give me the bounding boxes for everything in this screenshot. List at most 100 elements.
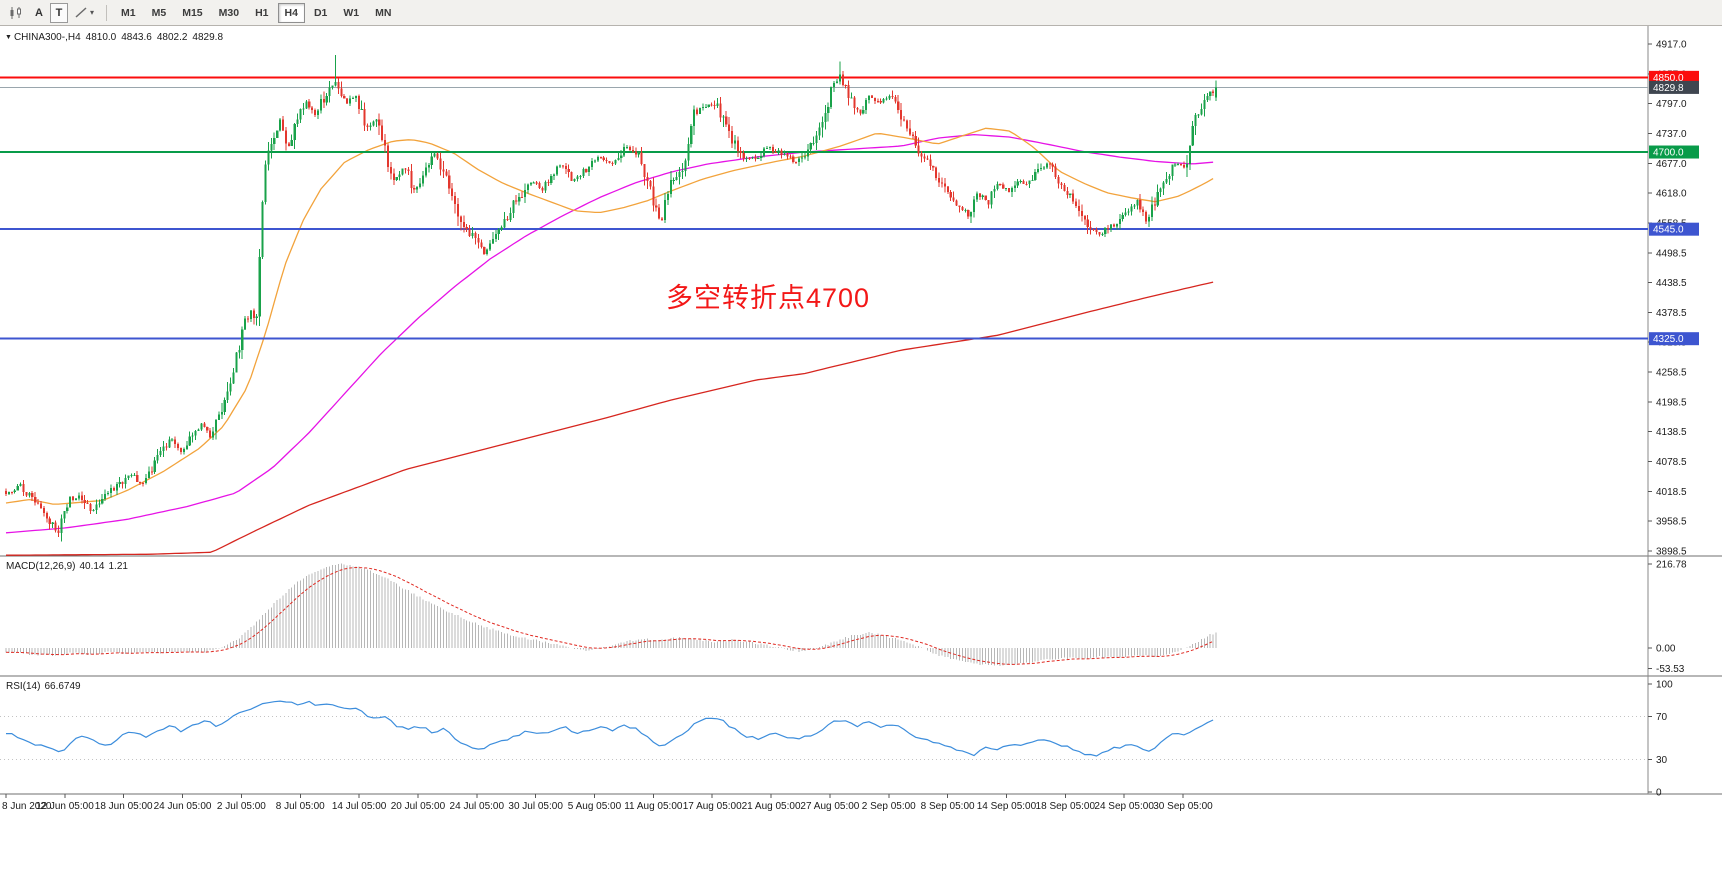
svg-text:18 Sep 05:00: 18 Sep 05:00	[1036, 801, 1096, 812]
timeframe-d1[interactable]: D1	[307, 3, 334, 23]
svg-text:216.78: 216.78	[1656, 560, 1687, 571]
trendline-icon	[75, 7, 87, 18]
timeframe-m5[interactable]: M5	[145, 3, 174, 23]
svg-text:30 Sep 05:00: 30 Sep 05:00	[1153, 801, 1213, 812]
text-tool-button[interactable]: T	[50, 2, 68, 23]
svg-text:4018.5: 4018.5	[1656, 487, 1687, 498]
price-tag-4325.0	[1649, 332, 1699, 346]
macd-signal-line	[5, 566, 1214, 665]
svg-text:30 Jul 05:00: 30 Jul 05:00	[508, 801, 563, 812]
drawing-tools-dropdown[interactable]: ▾	[70, 3, 99, 23]
macd-histogram	[5, 563, 1217, 666]
svg-text:0: 0	[1656, 788, 1662, 799]
timeframe-h4[interactable]: H4	[277, 2, 305, 23]
macd-label: MACD(12,26,9) 40.14 1.21	[6, 561, 132, 572]
timeframe-switcher: M1 M5 M15 M30 H1 H4 D1 W1 MN	[113, 2, 399, 23]
horizontal-lines	[0, 76, 1648, 340]
font-tool-button[interactable]: A	[30, 3, 48, 23]
svg-text:4078.5: 4078.5	[1656, 457, 1687, 468]
svg-text:20 Jul 05:00: 20 Jul 05:00	[391, 801, 446, 812]
timeframe-m1[interactable]: M1	[114, 3, 143, 23]
timeframe-m30[interactable]: M30	[212, 3, 246, 23]
svg-text:5 Aug 05:00: 5 Aug 05:00	[568, 801, 622, 812]
svg-text:14 Sep 05:00: 14 Sep 05:00	[977, 801, 1037, 812]
rsi-panel	[0, 700, 1648, 761]
chart-type-button[interactable]	[4, 3, 28, 23]
svg-text:8 Jul 05:00: 8 Jul 05:00	[276, 801, 325, 812]
price-tag-4829.8	[1649, 80, 1699, 94]
svg-text:3898.5: 3898.5	[1656, 547, 1687, 558]
svg-text:4498.5: 4498.5	[1656, 248, 1687, 259]
svg-text:18 Jun 05:00: 18 Jun 05:00	[95, 801, 153, 812]
symbol-label: CHINA300-,H4	[13, 32, 81, 43]
macd-signal-value: 1.21	[108, 561, 128, 572]
svg-text:4378.5: 4378.5	[1656, 308, 1687, 319]
svg-text:14 Jul 05:00: 14 Jul 05:00	[332, 801, 387, 812]
svg-text:30: 30	[1656, 755, 1668, 766]
panel-frames	[0, 26, 1722, 795]
candlestick-chart-icon	[10, 6, 21, 19]
svg-text:2 Sep 05:00: 2 Sep 05:00	[862, 801, 916, 812]
svg-text:4700.0: 4700.0	[1653, 148, 1684, 159]
svg-text:3958.5: 3958.5	[1656, 517, 1687, 528]
candles	[5, 54, 1218, 542]
svg-text:4618.0: 4618.0	[1656, 189, 1687, 200]
svg-text:27 Aug 05:00: 27 Aug 05:00	[800, 801, 859, 812]
close-value: 4829.8	[192, 32, 224, 43]
svg-text:4917.0: 4917.0	[1656, 40, 1687, 51]
svg-text:4850.0: 4850.0	[1653, 73, 1684, 84]
svg-text:24 Jun 05:00: 24 Jun 05:00	[154, 801, 212, 812]
high-value: 4843.6	[121, 32, 152, 43]
svg-text:4677.0: 4677.0	[1656, 159, 1687, 170]
svg-text:-53.53: -53.53	[1656, 664, 1685, 675]
rsi-axis: 100 70 30 0	[1648, 680, 1673, 799]
price-tag-4545.0	[1649, 222, 1699, 236]
svg-text:4198.5: 4198.5	[1656, 397, 1687, 408]
svg-text:4737.0: 4737.0	[1656, 129, 1687, 140]
chart-ohlc-readout: ▼ CHINA300-,H4 4810.0 4843.6 4802.2 4829.8	[5, 32, 228, 43]
low-value: 4802.2	[156, 32, 188, 43]
svg-text:4829.8: 4829.8	[1653, 83, 1684, 94]
svg-text:100: 100	[1656, 680, 1673, 691]
svg-text:2 Jul 05:00: 2 Jul 05:00	[217, 801, 266, 812]
open-value: 4810.0	[85, 32, 117, 43]
chart-area[interactable]: 4917.04857.04797.04737.04677.04618.04558…	[0, 26, 1722, 896]
svg-text:17 Aug 05:00: 17 Aug 05:00	[683, 801, 742, 812]
svg-text:4325.0: 4325.0	[1653, 334, 1684, 345]
timeframe-m15[interactable]: M15	[175, 3, 209, 23]
rsi-name: RSI(14)	[6, 681, 41, 692]
svg-text:24 Sep 05:00: 24 Sep 05:00	[1094, 801, 1154, 812]
svg-text:8 Sep 05:00: 8 Sep 05:00	[921, 801, 975, 812]
svg-text:4438.5: 4438.5	[1656, 278, 1687, 289]
svg-text:24 Jul 05:00: 24 Jul 05:00	[450, 801, 505, 812]
ma-slow-line	[6, 281, 1214, 556]
symbol-marker-icon: ▼	[5, 34, 12, 41]
rsi-value: 66.6749	[44, 681, 81, 692]
ma-fast-line	[5, 127, 1214, 505]
svg-text:4258.5: 4258.5	[1656, 368, 1687, 379]
rsi-label: RSI(14) 66.6749	[6, 681, 85, 692]
svg-text:4138.5: 4138.5	[1656, 427, 1687, 438]
timeframe-w1[interactable]: W1	[336, 3, 366, 23]
macd-name: MACD(12,26,9)	[6, 561, 76, 572]
timeframe-h1[interactable]: H1	[248, 3, 275, 23]
chevron-down-icon: ▾	[90, 8, 95, 17]
timeframe-mn[interactable]: MN	[368, 3, 398, 23]
svg-text:12 Jun 05:00: 12 Jun 05:00	[36, 801, 94, 812]
toolbar: A T ▾ M1 M5 M15 M30 H1 H4 D1 W1 MN	[0, 0, 1722, 26]
macd-main-value: 40.14	[79, 561, 105, 572]
ma-mid-line	[5, 133, 1214, 534]
rsi-line	[6, 700, 1214, 757]
svg-text:21 Aug 05:00: 21 Aug 05:00	[742, 801, 801, 812]
svg-text:0.00: 0.00	[1656, 644, 1676, 655]
svg-text:70: 70	[1656, 712, 1668, 723]
svg-text:8 Jun 2020: 8 Jun 2020	[2, 801, 52, 812]
svg-text:11 Aug 05:00: 11 Aug 05:00	[624, 801, 683, 812]
price-tag-4700.0	[1649, 145, 1699, 159]
svg-text:4797.0: 4797.0	[1656, 99, 1687, 110]
toolbar-separator	[106, 4, 108, 21]
chart-annotation: 多空转折点4700	[666, 283, 871, 313]
